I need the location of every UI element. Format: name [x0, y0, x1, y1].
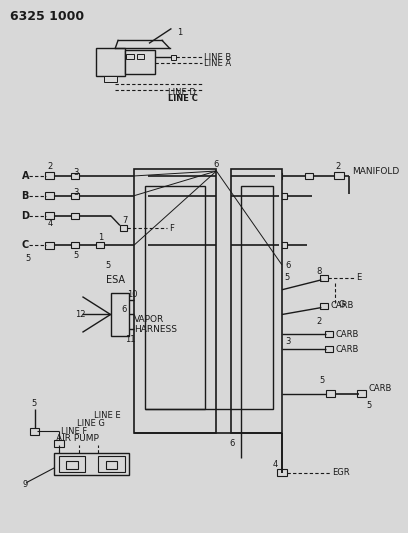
Bar — [325, 332, 333, 337]
Bar — [124, 50, 155, 74]
Bar — [320, 275, 328, 281]
Bar — [137, 54, 144, 59]
Text: 12: 12 — [75, 310, 85, 319]
Bar — [111, 293, 129, 336]
Text: G: G — [338, 300, 345, 309]
Text: EGR: EGR — [333, 469, 350, 478]
Text: 2: 2 — [317, 317, 322, 326]
Bar — [126, 54, 134, 59]
Text: LINE E: LINE E — [94, 411, 120, 420]
Text: E: E — [356, 273, 361, 282]
Bar — [30, 428, 39, 435]
Text: CARB: CARB — [368, 384, 392, 393]
Bar — [71, 243, 79, 248]
Text: 3: 3 — [286, 337, 291, 346]
Bar — [96, 243, 104, 248]
Text: 2: 2 — [48, 161, 53, 171]
Bar — [306, 173, 313, 179]
Text: LINE A: LINE A — [204, 59, 231, 68]
Text: LINE C: LINE C — [168, 94, 197, 103]
Text: 8: 8 — [317, 268, 322, 277]
Text: 6: 6 — [230, 439, 235, 448]
Bar — [145, 186, 205, 408]
Text: CARB: CARB — [331, 301, 354, 310]
Bar — [277, 470, 287, 477]
Bar — [241, 186, 273, 408]
Text: 7: 7 — [123, 216, 128, 225]
Bar — [326, 390, 335, 397]
Text: A: A — [22, 171, 29, 181]
Text: 6: 6 — [286, 261, 291, 270]
Bar — [71, 193, 79, 199]
Text: 3: 3 — [73, 188, 78, 197]
Bar — [45, 242, 54, 249]
Text: C: C — [22, 240, 29, 250]
Bar — [59, 456, 85, 472]
Bar — [231, 169, 282, 433]
Bar — [320, 303, 328, 309]
Text: 5: 5 — [319, 376, 325, 385]
Text: 5: 5 — [366, 401, 372, 410]
Text: 6: 6 — [122, 305, 127, 314]
Text: 5: 5 — [31, 399, 36, 408]
Bar — [45, 212, 54, 219]
Text: 4: 4 — [48, 219, 53, 228]
Bar — [106, 461, 117, 469]
Text: AIR PUMP: AIR PUMP — [56, 434, 99, 443]
Text: HARNESS: HARNESS — [134, 325, 177, 334]
Bar — [279, 243, 287, 248]
Text: 1: 1 — [98, 233, 104, 242]
Text: 6: 6 — [214, 159, 219, 168]
Text: 4: 4 — [273, 461, 278, 470]
Bar — [98, 456, 124, 472]
Text: CARB: CARB — [335, 345, 359, 353]
Text: MANIFOLD: MANIFOLD — [352, 166, 399, 175]
Text: ESA: ESA — [106, 275, 125, 285]
Text: D: D — [22, 211, 29, 221]
Bar — [71, 173, 79, 179]
Text: 11: 11 — [124, 335, 135, 344]
Text: 5: 5 — [25, 254, 31, 263]
Text: 6325 1000: 6325 1000 — [10, 10, 84, 23]
Bar — [67, 461, 78, 469]
Text: 3: 3 — [73, 168, 78, 177]
Text: LINE G: LINE G — [77, 419, 105, 428]
Bar — [71, 213, 79, 219]
Text: F: F — [169, 224, 173, 233]
Bar — [275, 173, 282, 179]
Bar — [54, 440, 64, 447]
Bar — [357, 390, 366, 397]
Bar — [325, 346, 333, 352]
Text: 5: 5 — [106, 261, 111, 270]
Text: 5: 5 — [284, 273, 289, 282]
Text: 5: 5 — [73, 251, 78, 260]
Text: LINE D: LINE D — [168, 88, 195, 98]
Bar — [104, 76, 117, 82]
Text: CARB: CARB — [335, 330, 359, 339]
Bar — [279, 193, 287, 199]
Text: 1: 1 — [177, 28, 182, 37]
Text: 9: 9 — [22, 480, 28, 489]
Bar — [96, 49, 124, 76]
Text: 10: 10 — [127, 290, 138, 299]
Bar — [134, 169, 216, 433]
Text: VAPOR: VAPOR — [134, 315, 164, 324]
Bar — [335, 173, 344, 180]
Bar — [54, 453, 129, 475]
Text: B: B — [22, 191, 29, 201]
Bar — [45, 173, 54, 180]
Text: LINE F: LINE F — [61, 427, 87, 436]
Bar — [171, 55, 176, 60]
Text: 2: 2 — [335, 161, 341, 171]
Bar — [120, 225, 127, 231]
Bar — [45, 192, 54, 199]
Text: LINE B: LINE B — [204, 53, 231, 62]
